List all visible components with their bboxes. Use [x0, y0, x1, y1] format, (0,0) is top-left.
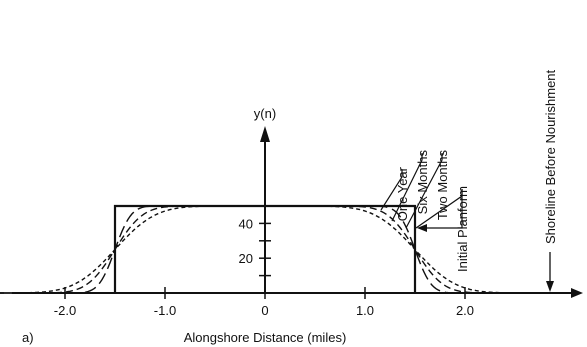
x-axis-label: Alongshore Distance (miles): [184, 330, 347, 345]
y-tick-label: 40: [239, 216, 253, 231]
label-six-months: Six Months: [415, 150, 430, 215]
x-tick-label: 2.0: [456, 303, 474, 318]
x-tick-label: -2.0: [54, 303, 76, 318]
curve-one-year: [0, 205, 530, 294]
label-one-year: One Year: [395, 166, 410, 221]
x-tick-label: -1.0: [154, 303, 176, 318]
y-axis-arrow: [260, 126, 270, 142]
y-axis-label: y(n): [254, 106, 276, 121]
leader-two-months: [405, 153, 443, 229]
legend-labels: Initial Planform Two Months Six Months One …: [395, 150, 470, 272]
legend-leader-lines: [380, 153, 463, 232]
leader-arrow-initial-planform: [417, 224, 427, 232]
shoreline-arrow: [546, 281, 554, 292]
label-two-months: Two Months: [435, 150, 450, 221]
panel-label: a): [22, 330, 34, 345]
shoreline-before-nourishment-label: Shoreline Before Nourishment: [543, 69, 558, 244]
leader-initial-planform-horizontal: [421, 189, 463, 229]
x-tick-label: 0: [261, 303, 268, 318]
x-tick-label: 1.0: [356, 303, 374, 318]
axes: [12, 126, 583, 298]
x-axis-arrow: [571, 288, 583, 298]
label-initial-planform: Initial Planform: [455, 186, 470, 272]
shoreline-annotation: Shoreline Before Nourishment: [543, 69, 558, 292]
y-tick-label: 20: [239, 251, 253, 266]
leader-one-year: [380, 170, 403, 211]
leader-six-months: [391, 153, 423, 222]
x-ticks: -2.0 -1.0 0 1.0 2.0: [54, 287, 474, 318]
